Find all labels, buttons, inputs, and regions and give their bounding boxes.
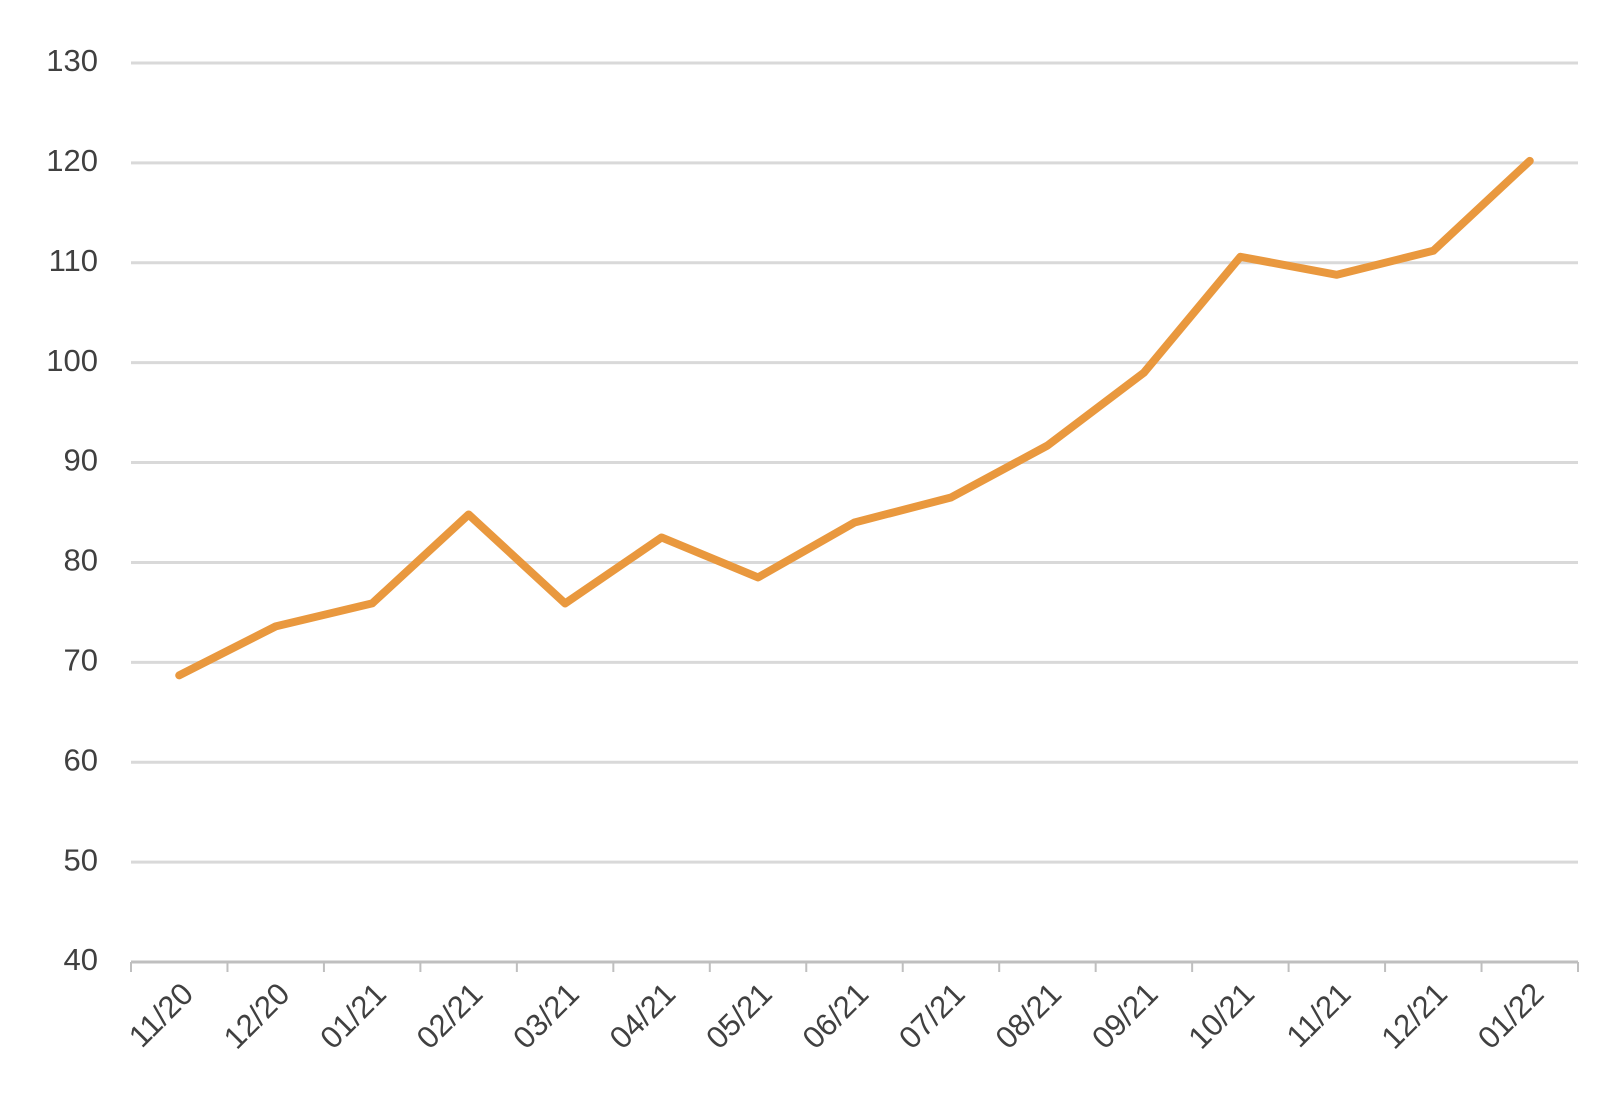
- y-tick-label: 120: [46, 143, 98, 178]
- x-tick-label: 11/20: [122, 976, 200, 1054]
- x-tick-label: 01/21: [313, 976, 393, 1056]
- y-tick-label: 40: [64, 942, 98, 977]
- x-tick-label: 10/21: [1182, 976, 1262, 1056]
- x-tick-label: 05/21: [699, 976, 779, 1056]
- x-tick-label: 12/20: [217, 976, 297, 1056]
- x-tick-label: 01/22: [1471, 976, 1551, 1056]
- x-tick-label: 07/21: [892, 976, 972, 1056]
- y-tick-label: 90: [64, 443, 98, 478]
- x-tick-label: 03/21: [506, 976, 586, 1056]
- y-tick-label: 110: [49, 243, 98, 278]
- y-tick-label: 80: [64, 543, 98, 578]
- y-tick-label: 130: [46, 43, 98, 78]
- x-tick-label: 06/21: [796, 976, 876, 1056]
- x-tick-label: 12/21: [1374, 976, 1454, 1056]
- x-tick-label: 08/21: [989, 976, 1069, 1056]
- y-tick-label: 60: [64, 742, 98, 777]
- x-tick-label: 04/21: [603, 976, 683, 1056]
- data-line: [175, 156, 1534, 680]
- y-tick-label: 100: [46, 343, 98, 378]
- y-tick-label: 70: [64, 643, 98, 678]
- x-tick-label: 09/21: [1085, 976, 1165, 1056]
- x-tick-label: 02/21: [410, 976, 490, 1056]
- y-tick-label: 50: [64, 842, 98, 877]
- x-tick-label: 11/21: [1280, 976, 1358, 1054]
